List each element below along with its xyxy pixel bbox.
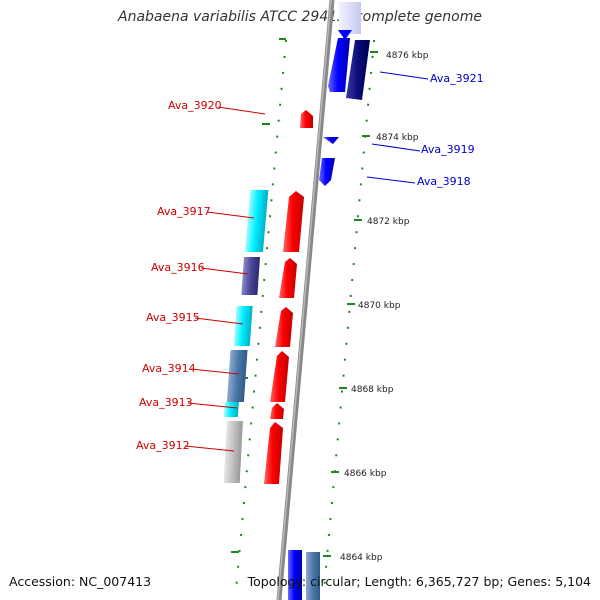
reverse-gene-labels <box>184 106 266 452</box>
scale-label-4864: 4864 kbp <box>340 553 383 563</box>
gene-label-ava-3913[interactable]: Ava_3913 <box>139 396 193 409</box>
gene-ava-3915-red <box>275 307 293 347</box>
gene-ava-3917-cyan <box>244 190 269 252</box>
gene-label-ava-3920[interactable]: Ava_3920 <box>168 99 222 112</box>
gene-label-ava-3919[interactable]: Ava_3919 <box>421 143 475 156</box>
gene-ava-3915-cyan <box>233 306 253 346</box>
scale-label-4874: 4874 kbp <box>376 133 419 143</box>
outer-dotted-track <box>323 39 375 591</box>
scale-label-4876: 4876 kbp <box>386 51 429 61</box>
gene-ava-3914-slate <box>226 350 248 402</box>
accession-text: Accession: NC_007413 <box>9 574 152 589</box>
gene-label-ava-3912[interactable]: Ava_3912 <box>136 439 190 452</box>
gene-ava-3921-a <box>328 38 350 92</box>
map-title: Anabaena variabilis ATCC 29413, complete… <box>118 9 482 25</box>
gene-bottom-slate <box>306 552 320 600</box>
gene-ava-3918 <box>319 158 335 186</box>
gene-label-ava-3914[interactable]: Ava_3914 <box>142 362 196 375</box>
scale-label-4866: 4866 kbp <box>344 469 387 479</box>
outer-major-ticks <box>323 51 378 557</box>
gene-ava-3919 <box>323 137 339 144</box>
gene-ava-3920 <box>300 110 313 128</box>
gene-top-arrow <box>338 30 352 40</box>
gene-label-ava-3918[interactable]: Ava_3918 <box>417 175 471 188</box>
gene-ava-3912-red <box>264 422 283 484</box>
forward-gene-labels <box>366 71 429 184</box>
scale-label-4868: 4868 kbp <box>351 385 394 395</box>
gene-label-ava-3917[interactable]: Ava_3917 <box>157 205 211 218</box>
gene-ava-3914-red <box>270 351 289 402</box>
gene-ava-3916-red <box>279 258 297 298</box>
scale-label-4870: 4870 kbp <box>358 301 401 311</box>
scale-label-4872: 4872 kbp <box>367 217 410 227</box>
gene-label-ava-3916[interactable]: Ava_3916 <box>151 261 205 274</box>
gene-ava-3917-red <box>283 191 304 252</box>
gene-label-ava-3915[interactable]: Ava_3915 <box>146 311 200 324</box>
gene-ava-3913-cyan <box>223 402 239 417</box>
gene-ava-3921-b <box>346 40 370 100</box>
gene-top-faint <box>339 2 361 34</box>
gene-ava-3913-red <box>270 403 284 419</box>
gene-ava-3912-gray <box>223 421 243 483</box>
genome-backbone <box>276 0 335 600</box>
gene-label-ava-3921[interactable]: Ava_3921 <box>430 72 484 85</box>
gene-bottom-blue <box>288 550 302 600</box>
topology-text: Topology: circular; Length: 6,365,727 bp… <box>247 574 591 589</box>
gene-ava-3916-purple <box>241 257 261 295</box>
